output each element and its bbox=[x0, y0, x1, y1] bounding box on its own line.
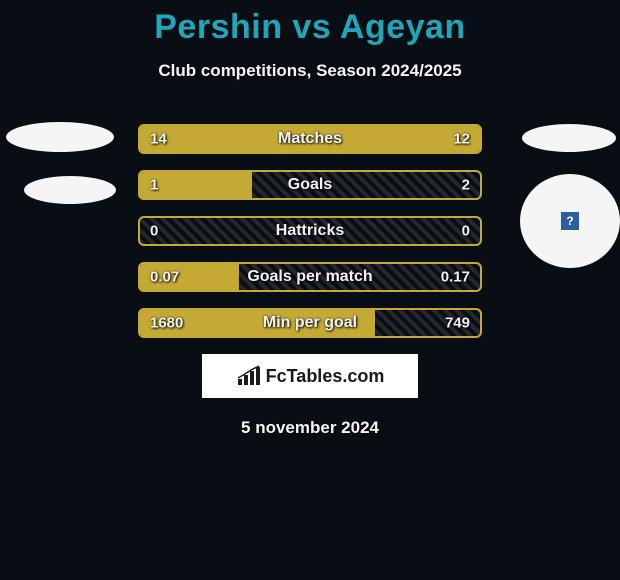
brand-box[interactable]: FcTables.com bbox=[202, 354, 418, 398]
stat-value-left: 0.07 bbox=[150, 269, 179, 286]
stat-label: Hattricks bbox=[276, 222, 344, 240]
comparison-subtitle: Club competitions, Season 2024/2025 bbox=[0, 61, 620, 81]
player-right-badge-1 bbox=[522, 124, 616, 152]
stat-value-right: 2 bbox=[462, 177, 470, 194]
stat-label: Min per goal bbox=[263, 314, 357, 332]
stat-row-hattricks: 0 Hattricks 0 bbox=[138, 216, 482, 246]
comparison-date: 5 november 2024 bbox=[138, 418, 482, 438]
bar-chart-icon bbox=[236, 365, 262, 387]
brand-text: FcTables.com bbox=[266, 366, 385, 387]
stat-label: Goals bbox=[288, 176, 332, 194]
stat-value-right: 12 bbox=[453, 131, 470, 148]
stat-value-right: 749 bbox=[445, 315, 470, 332]
stat-value-right: 0.17 bbox=[441, 269, 470, 286]
player-left-badge-1 bbox=[6, 122, 114, 152]
comparison-title: Pershin vs Ageyan bbox=[0, 0, 620, 47]
question-icon: ? bbox=[561, 212, 579, 230]
stat-value-left: 14 bbox=[150, 131, 167, 148]
stat-value-right: 0 bbox=[462, 223, 470, 240]
stat-row-matches: 14 Matches 12 bbox=[138, 124, 482, 154]
player-left-badge-2 bbox=[24, 176, 116, 204]
stats-container: 14 Matches 12 1 Goals 2 0 Hattricks 0 0.… bbox=[138, 124, 482, 438]
stat-row-gpm: 0.07 Goals per match 0.17 bbox=[138, 262, 482, 292]
stat-label: Goals per match bbox=[247, 268, 372, 286]
stat-row-goals: 1 Goals 2 bbox=[138, 170, 482, 200]
stat-row-mpg: 1680 Min per goal 749 bbox=[138, 308, 482, 338]
stat-label: Matches bbox=[278, 130, 342, 148]
stat-value-left: 0 bbox=[150, 223, 158, 240]
player-right-circle-badge: ? bbox=[520, 174, 620, 268]
stat-value-left: 1 bbox=[150, 177, 158, 194]
stat-value-left: 1680 bbox=[150, 315, 183, 332]
